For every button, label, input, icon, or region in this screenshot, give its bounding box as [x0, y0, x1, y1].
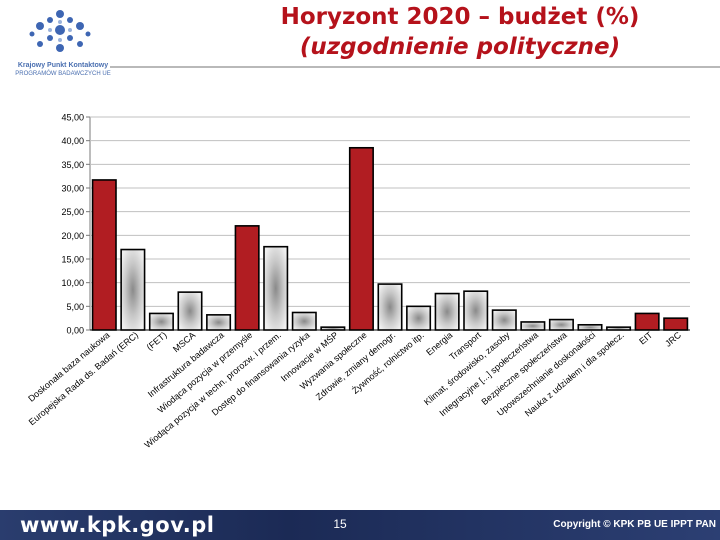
bar [206, 314, 232, 331]
bar [520, 321, 546, 331]
bar [463, 290, 489, 331]
y-tick-label: 15,00 [61, 255, 84, 265]
bar [434, 292, 460, 331]
network-dots-logo-icon [29, 10, 91, 52]
logo-line2: PROGRAMÓW BADAWCZYCH UE [15, 71, 111, 77]
kpk-logo: Krajowy Punkt Kontaktowy PROGRAMÓW BADAW… [4, 6, 116, 90]
page-title: Horyzont 2020 – budżet (%) [280, 4, 640, 30]
bar [491, 309, 517, 331]
title-divider [110, 66, 720, 68]
x-tick-label: EIT [637, 330, 655, 347]
bar [377, 283, 403, 331]
bar [177, 291, 203, 331]
bar [577, 323, 603, 331]
bar [234, 225, 260, 331]
y-tick-label: 10,00 [61, 278, 84, 288]
logo-line1: Krajowy Punkt Kontaktowy [17, 62, 109, 69]
bar [663, 317, 689, 331]
y-tick-label: 35,00 [61, 160, 84, 170]
x-tick-label: JRC [663, 330, 683, 349]
bar [634, 312, 660, 331]
footer-bar: www.kpk.gov.pl 15 Copyright © KPK PB UE … [0, 510, 720, 540]
y-tick-label: 0,00 [66, 326, 84, 336]
budget-bar-chart: 0,00 5,00 10,00 15,00 20,00 25,00 30,00 35,00 40… [26, 113, 690, 450]
bar [148, 312, 174, 331]
footer-url[interactable]: www.kpk.gov.pl [20, 513, 215, 537]
y-tick-label: 20,00 [61, 231, 84, 241]
bar [548, 318, 574, 331]
y-tick-label: 30,00 [61, 184, 84, 194]
y-tick-label: 5,00 [66, 302, 84, 312]
x-tick-label: Europejska Rada ds. Badań (ERC) [27, 330, 140, 427]
y-tick-label: 25,00 [61, 207, 84, 217]
y-tick-label: 40,00 [61, 136, 84, 146]
page-number: 15 [333, 517, 347, 531]
y-tick-label: 45,00 [61, 113, 84, 123]
bar [120, 248, 146, 331]
bar [263, 245, 289, 331]
bar [291, 311, 317, 331]
bar [406, 305, 432, 331]
page-subtitle: (uzgodnienie polityczne) [299, 34, 621, 60]
footer-copyright: Copyright © KPK PB UE IPPT PAN [553, 519, 716, 530]
x-tick-label: (FET) [145, 330, 169, 352]
bar [348, 146, 374, 331]
bar [91, 179, 117, 331]
